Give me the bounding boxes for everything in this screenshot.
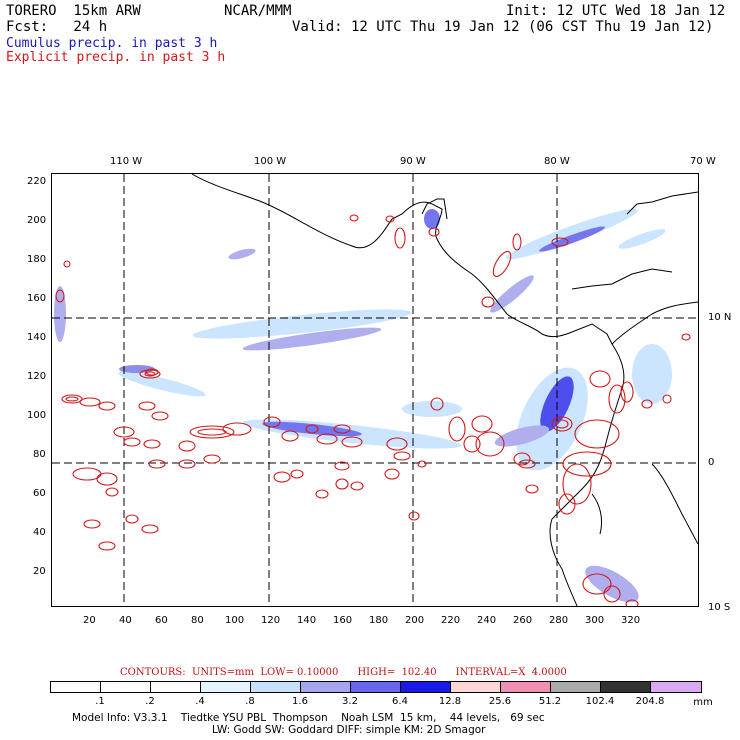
graticule	[52, 174, 698, 606]
colorbar-bin	[250, 681, 301, 693]
y-tick: 160	[27, 293, 47, 304]
colorbar-bin	[350, 681, 401, 693]
colorbar-label: .2	[145, 696, 155, 707]
y-tick: 40	[33, 527, 46, 538]
cumulus-legend: Cumulus precip. in past 3 h	[6, 36, 218, 51]
x-tick: 260	[513, 615, 533, 626]
colorbar	[50, 681, 702, 693]
colorbar-label: .1	[95, 696, 105, 707]
x-tick: 140	[297, 615, 317, 626]
x-tick: 160	[333, 615, 353, 626]
precip-map	[52, 174, 698, 606]
colorbar-label: 1.6	[292, 696, 308, 707]
y-tick: 180	[27, 254, 47, 265]
x-tick: 20	[83, 615, 96, 626]
y-tick: 140	[27, 332, 47, 343]
y-tick: 80	[33, 449, 46, 460]
explicit-legend: Explicit precip. in past 3 h	[6, 50, 226, 65]
lat-label-equator: 0	[708, 457, 715, 468]
x-tick: 300	[585, 615, 605, 626]
contours-caption: CONTOURS: UNITS=mm LOW= 0.10000 HIGH= 10…	[120, 667, 567, 678]
x-tick: 180	[369, 615, 389, 626]
colorbar-label: 6.4	[392, 696, 408, 707]
y-tick: 20	[33, 566, 46, 577]
organization-label: NCAR/MMM	[224, 3, 292, 19]
colorbar-label: .8	[245, 696, 255, 707]
model-info-line1: Model Info: V3.3.1 Tiedtke YSU PBL Thomp…	[72, 712, 545, 724]
x-tick: 100	[225, 615, 245, 626]
colorbar-bin	[400, 681, 451, 693]
colorbar-bin	[200, 681, 251, 693]
colorbar-label: 25.6	[488, 696, 512, 707]
lat-label-10n: 10 N	[708, 312, 732, 323]
colorbar-bin	[150, 681, 201, 693]
lat-label-10s: 10 S	[708, 602, 731, 613]
model-title: TORERO 15km ARW	[6, 3, 141, 19]
cumulus-precip-shading	[54, 208, 672, 603]
x-tick: 220	[441, 615, 461, 626]
explicit-precip-contours	[55, 214, 691, 606]
colorbar-bin	[650, 681, 702, 693]
colorbar-unit: mm	[693, 697, 713, 708]
colorbar-label: 204.8	[635, 696, 665, 707]
model-info-line2: LW: Godd SW: Goddard DIFF: simple KM: 2D…	[212, 724, 486, 736]
colorbar-bin	[600, 681, 651, 693]
init-time: Init: 12 UTC Wed 18 Jan 12	[506, 3, 726, 19]
lon-label-80w: 80 W	[544, 156, 570, 167]
colorbar-bin	[50, 681, 101, 693]
valid-time: Valid: 12 UTC Thu 19 Jan 12 (06 CST Thu …	[292, 19, 714, 35]
y-tick: 100	[27, 410, 47, 421]
x-tick: 320	[621, 615, 641, 626]
colorbar-label: 102.4	[585, 696, 615, 707]
x-tick: 240	[477, 615, 497, 626]
colorbar-label: 3.2	[342, 696, 358, 707]
y-tick: 120	[27, 371, 47, 382]
colorbar-bin	[550, 681, 601, 693]
coastlines	[191, 174, 698, 606]
x-tick: 60	[155, 615, 168, 626]
lon-label-90w: 90 W	[400, 156, 426, 167]
colorbar-label: 12.8	[438, 696, 462, 707]
y-tick: 220	[27, 176, 47, 187]
lon-label-70w: 70 W	[690, 156, 716, 167]
colorbar-bin	[300, 681, 351, 693]
x-tick: 40	[119, 615, 132, 626]
forecast-hour: Fcst: 24 h	[6, 19, 108, 35]
lon-label-100w: 100 W	[254, 156, 287, 167]
x-tick: 120	[261, 615, 281, 626]
colorbar-label: 51.2	[538, 696, 562, 707]
colorbar-bin	[450, 681, 501, 693]
colorbar-label: .4	[195, 696, 205, 707]
x-tick: 80	[191, 615, 204, 626]
colorbar-bin	[500, 681, 551, 693]
colorbar-bin	[100, 681, 151, 693]
y-tick: 200	[27, 215, 47, 226]
lon-label-110w: 110 W	[110, 156, 143, 167]
x-tick: 280	[549, 615, 569, 626]
x-tick: 200	[405, 615, 425, 626]
y-tick: 60	[33, 488, 46, 499]
